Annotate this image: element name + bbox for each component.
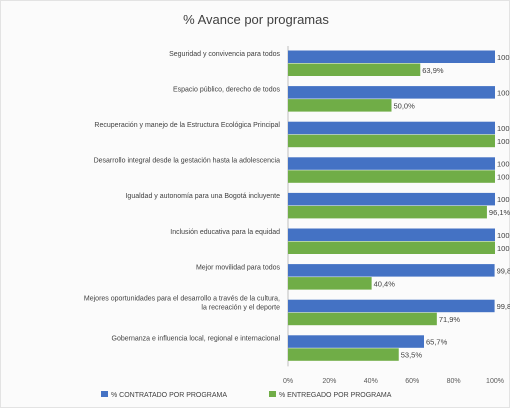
bar-contratado <box>288 192 495 206</box>
bar-entregado <box>288 99 392 112</box>
bar-entregado <box>288 205 487 219</box>
chart-title: % Avance por programas <box>183 12 329 27</box>
data-label-entregado: 63,9% <box>422 66 444 75</box>
category-label: Igualdad y autonomía para una Bogotá inc… <box>125 193 280 200</box>
data-label-entregado: 96,1% <box>489 208 510 217</box>
x-tick-label: 40% <box>364 378 378 385</box>
data-label-entregado: 71,9% <box>439 315 461 324</box>
bar-entregado <box>288 63 421 76</box>
x-tick-label: 0% <box>283 378 293 385</box>
x-tick-label: 100% <box>486 378 504 385</box>
category-label: Seguridad y convivencia para todos <box>169 51 280 58</box>
data-label-contratado: 100,0% <box>497 53 510 62</box>
category-label: Mejores oportunidades para el desarrollo… <box>84 296 280 312</box>
data-label-entregado: 100,0% <box>497 244 510 253</box>
data-label-contratado: 99,8% <box>497 266 510 275</box>
data-label-contratado: 99,8% <box>497 302 510 311</box>
legend-swatch <box>101 391 108 397</box>
data-label-entregado: 100,0% <box>497 137 510 146</box>
bar-contratado <box>288 335 424 348</box>
bar-contratado <box>288 50 495 63</box>
data-label-entregado: 53,5% <box>401 351 423 360</box>
bar-contratado <box>288 264 495 277</box>
bar-entregado <box>288 277 372 290</box>
category-label: Inclusión educativa para la equidad <box>170 229 280 236</box>
x-tick-label: 20% <box>322 378 336 385</box>
data-label-contratado: 100,0% <box>497 195 510 204</box>
bar-entregado <box>288 312 437 326</box>
category-label: Mejor movilidad para todos <box>196 264 281 271</box>
data-label-contratado: 65,7% <box>426 338 448 347</box>
category-label: Gobernanza e influencia local, regional … <box>112 336 281 343</box>
data-label-contratado: 100,0% <box>497 124 510 133</box>
legend-label: % ENTREGADO POR PROGRAMA <box>279 392 392 399</box>
category-label: Recuperación y manejo de la Estructura E… <box>94 122 280 129</box>
bar-entregado <box>288 170 495 183</box>
data-label-entregado: 40,4% <box>374 279 396 288</box>
x-tick-label: 80% <box>447 378 461 385</box>
legend: % CONTRATADO POR PROGRAMA % ENTREGADO POR… <box>101 391 392 399</box>
bar-entregado <box>288 134 495 148</box>
bar-contratado <box>288 157 495 170</box>
bar-contratado <box>288 299 495 313</box>
legend-label: % CONTRATADO POR PROGRAMA <box>111 392 227 399</box>
data-label-contratado: 100,0% <box>497 231 510 240</box>
category-label: Desarrollo integral desde la gestación h… <box>94 158 280 165</box>
plot-area: Seguridad y convivencia para todos 100,0%… <box>84 46 510 367</box>
data-label-entregado: 50,0% <box>394 101 416 110</box>
data-label-contratado: 100,0% <box>497 160 510 169</box>
data-label-entregado: 100,0% <box>497 173 510 182</box>
x-tick-label: 60% <box>405 378 419 385</box>
category-label: Espacio público, derecho de todos <box>173 86 281 93</box>
bar-contratado <box>288 86 495 99</box>
bar-contratado <box>288 228 495 241</box>
x-axis: 0% 20% 40% 60% 80% 100% <box>283 378 504 385</box>
data-label-contratado: 100,0% <box>497 88 510 97</box>
bar-entregado <box>288 348 399 361</box>
legend-swatch <box>269 391 276 397</box>
bar-contratado <box>288 121 495 135</box>
bar-entregado <box>288 241 495 254</box>
